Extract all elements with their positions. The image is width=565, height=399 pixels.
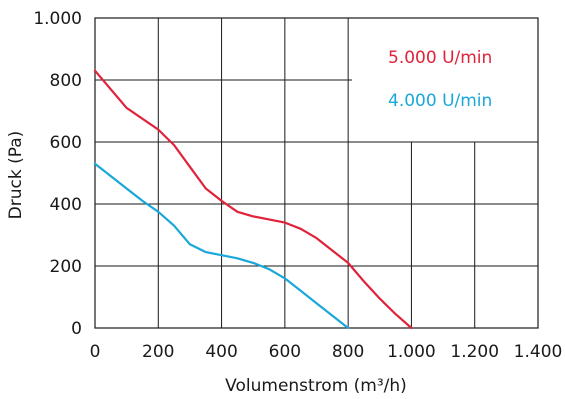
y-tick-label-1: 200 (50, 257, 82, 277)
x-tick-label-5: 1.000 (387, 342, 436, 362)
y-tick-label-3: 600 (50, 133, 82, 153)
legend-entry-2: 4.000 U/min (388, 91, 492, 111)
x-tick-label-3: 600 (269, 342, 301, 362)
x-tick-label-2: 400 (205, 342, 237, 362)
x-tick-label-4: 800 (332, 342, 364, 362)
y-tick-label-4: 800 (50, 71, 82, 91)
legend-entry-1: 5.000 U/min (388, 48, 492, 68)
x-tick-label-1: 200 (142, 342, 174, 362)
series-group (95, 71, 411, 328)
x-tick-label-6: 1.200 (450, 342, 499, 362)
x-axis-title: Volumenstrom (m³/h) (225, 376, 407, 396)
series-line-1 (95, 71, 411, 328)
x-tick-label-7: 1.400 (514, 342, 563, 362)
y-tick-label-5: 1.000 (33, 9, 82, 29)
y-tick-label-0: 0 (71, 319, 82, 339)
y-axis-title: Druck (Pa) (6, 131, 26, 220)
y-tick-label-2: 400 (50, 195, 82, 215)
x-tick-label-0: 0 (90, 342, 101, 362)
legend: 5.000 U/min 4.000 U/min (388, 48, 492, 111)
